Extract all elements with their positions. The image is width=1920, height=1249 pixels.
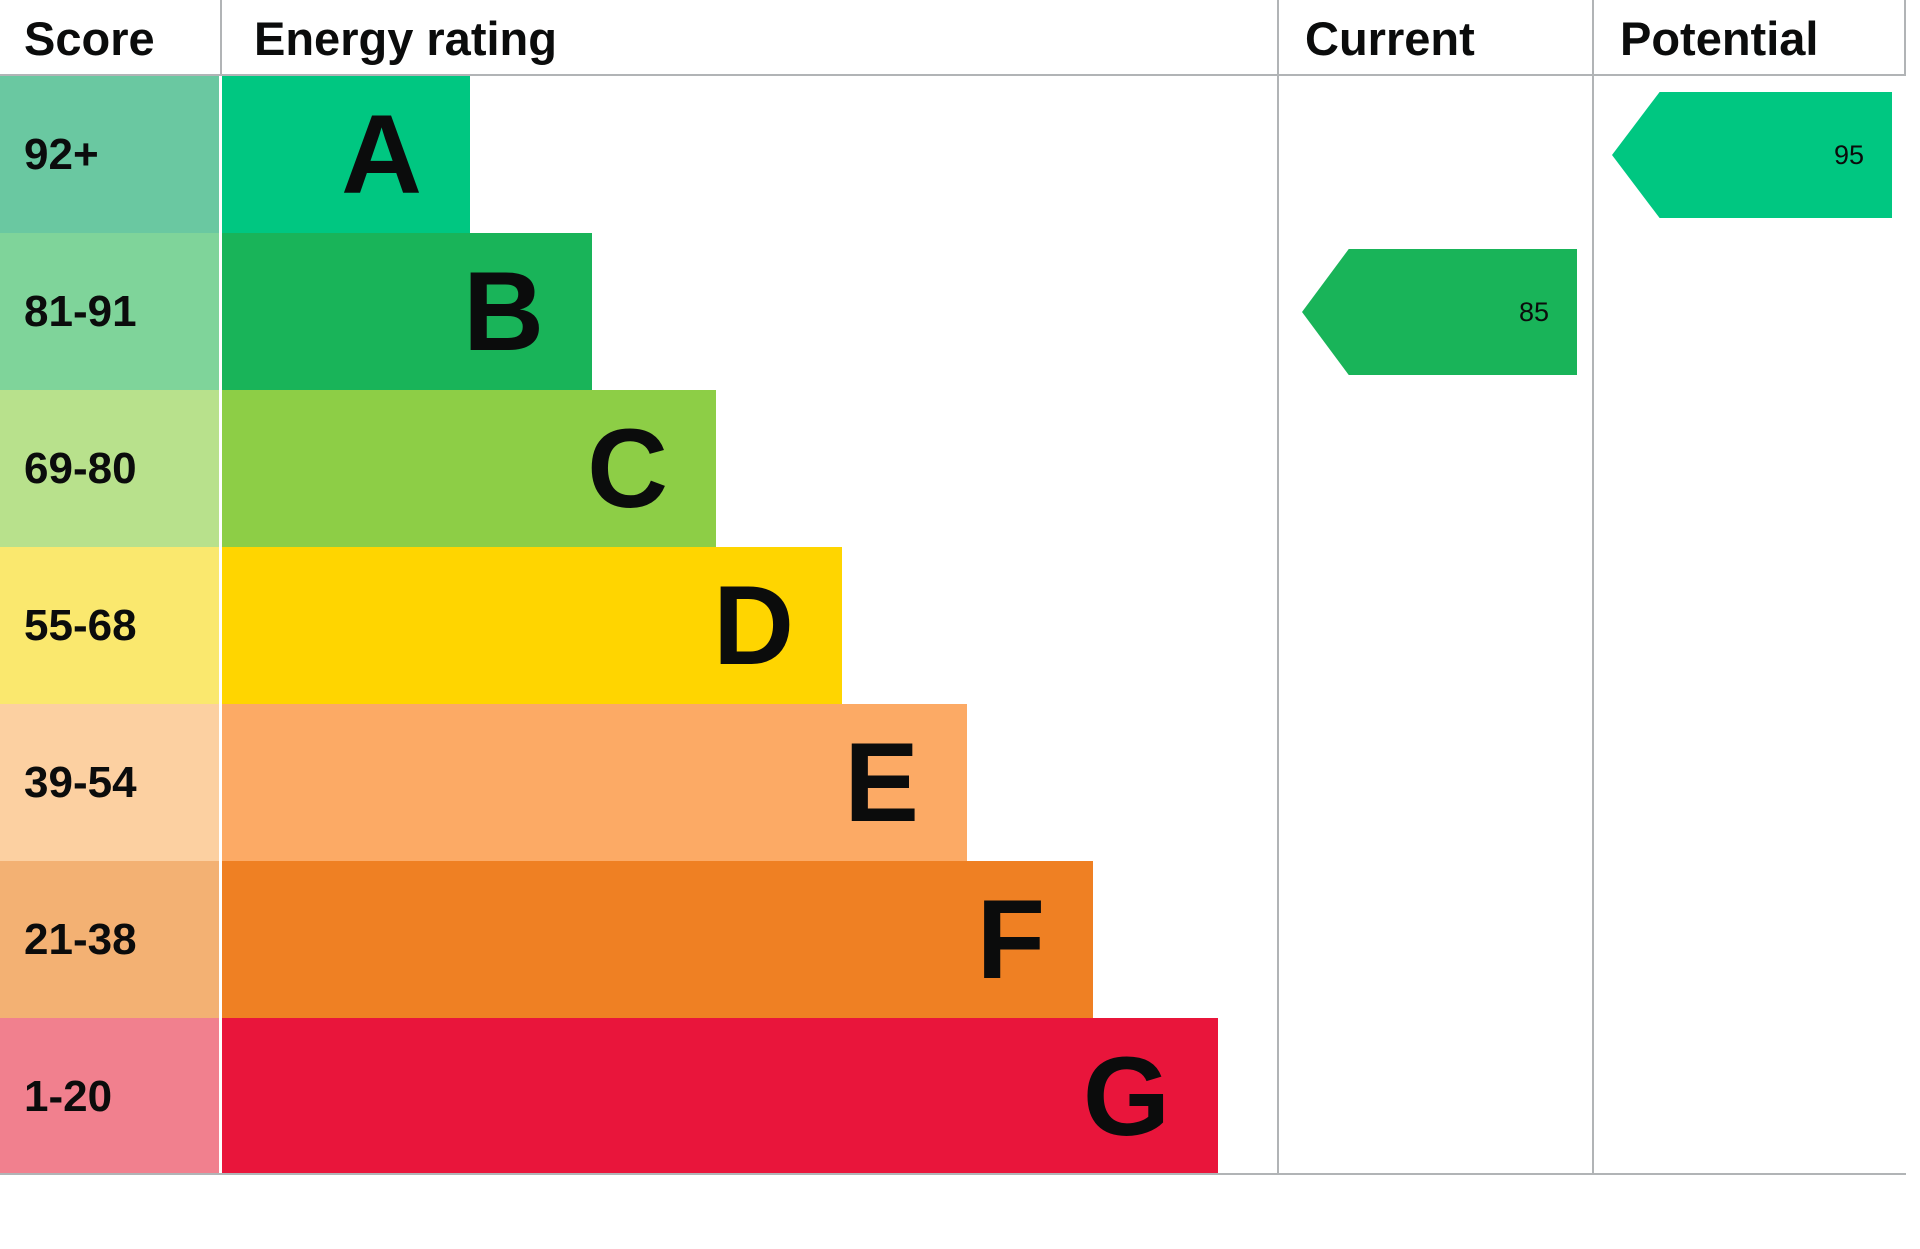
header-bottom-border xyxy=(0,74,1906,76)
score-range-f: 21-38 xyxy=(0,861,219,1018)
score-range-d: 55-68 xyxy=(0,547,219,704)
rating-letter-d: D xyxy=(713,562,794,688)
band-row-g: 1-20 G xyxy=(0,1018,1277,1175)
band-row-c: 69-80 C xyxy=(0,390,1277,547)
rating-letter-e: E xyxy=(844,719,919,845)
potential-rating-arrow: 95 xyxy=(1612,92,1892,218)
score-range-b: 81-91 xyxy=(0,233,219,390)
score-range-c: 69-80 xyxy=(0,390,219,547)
score-column-header: Score xyxy=(24,11,155,65)
rating-bar-d: D xyxy=(222,547,842,704)
chart-bottom-border xyxy=(0,1173,1906,1175)
score-range-g: 1-20 xyxy=(0,1018,219,1175)
current-rating-value: 85 xyxy=(1518,296,1549,327)
band-row-d: 55-68 D xyxy=(0,547,1277,704)
rating-bar-g: G xyxy=(222,1018,1218,1175)
band-row-a: 92+ A xyxy=(0,76,1277,233)
divider-score-rating xyxy=(220,0,222,76)
potential-rating-value: 95 xyxy=(1833,139,1864,170)
rating-bar-a: A xyxy=(222,76,470,233)
rating-bar-c: C xyxy=(222,390,716,547)
band-row-f: 21-38 F xyxy=(0,861,1277,1018)
rating-letter-b: B xyxy=(463,248,544,374)
potential-column-header: Potential xyxy=(1620,11,1819,65)
current-column-header: Current xyxy=(1305,11,1475,65)
divider-right-edge xyxy=(1904,0,1906,76)
rating-bar-b: B xyxy=(222,233,592,390)
rating-bar-f: F xyxy=(222,861,1093,1018)
rating-letter-a: A xyxy=(341,91,422,217)
rating-letter-g: G xyxy=(1082,1033,1170,1159)
band-row-e: 39-54 E xyxy=(0,704,1277,861)
rating-letter-c: C xyxy=(587,405,668,531)
rating-bar-e: E xyxy=(222,704,967,861)
score-range-e: 39-54 xyxy=(0,704,219,861)
score-range-a: 92+ xyxy=(0,76,219,233)
current-rating-arrow: 85 xyxy=(1302,249,1577,375)
divider-rating-current xyxy=(1277,0,1279,1175)
divider-current-potential xyxy=(1592,0,1594,1175)
energy-rating-column-header: Energy rating xyxy=(254,11,557,65)
rating-letter-f: F xyxy=(976,876,1045,1002)
band-row-b: 81-91 B xyxy=(0,233,1277,390)
